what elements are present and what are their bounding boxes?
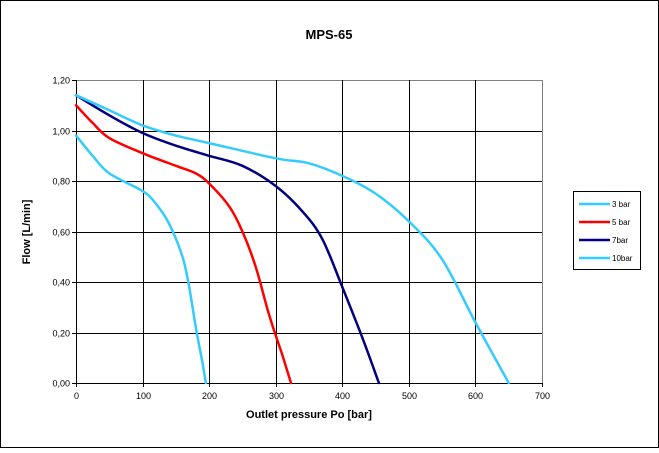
y-tick-label: 0,20	[52, 329, 70, 339]
legend: 3 bar 5 bar 7bar 10bar	[573, 191, 641, 270]
legend-label: 10bar	[612, 254, 633, 263]
chart-title: MPS-65	[306, 27, 353, 42]
y-tick-label: 0,60	[52, 228, 70, 238]
x-tick-label: 200	[202, 391, 217, 401]
y-tick-label: 1,00	[52, 127, 70, 137]
x-tick-label: 500	[402, 391, 417, 401]
x-tick-label: 300	[269, 391, 284, 401]
x-tick-label: 700	[535, 391, 550, 401]
x-tick-label: 400	[335, 391, 350, 401]
series-line-3-bar	[74, 134, 208, 385]
legend-label: 7bar	[612, 236, 628, 245]
y-tick-label: 0,80	[52, 177, 70, 187]
y-axis-label: Flow [L/min]	[21, 199, 33, 264]
x-tick-label: 600	[468, 391, 483, 401]
series-lines	[74, 93, 510, 385]
axis-ticks: 0 100 200 300 400 500 600 700 0,00 0,20 0,40 0,60 0,…	[52, 76, 550, 402]
y-tick-label: 0,00	[52, 379, 70, 389]
legend-label: 5 bar	[612, 218, 631, 227]
y-tick-label: 1,20	[52, 76, 70, 86]
x-axis-label: Outlet pressure Po [bar]	[246, 409, 372, 421]
x-tick-label: 0	[74, 391, 79, 401]
legend-label: 3 bar	[612, 200, 631, 209]
y-tick-label: 0,40	[52, 278, 70, 288]
gridlines	[76, 80, 542, 383]
series-line-10bar	[74, 93, 510, 385]
x-tick-label: 100	[136, 391, 151, 401]
series-line-5-bar	[74, 104, 293, 385]
series-line-7bar	[74, 93, 381, 385]
